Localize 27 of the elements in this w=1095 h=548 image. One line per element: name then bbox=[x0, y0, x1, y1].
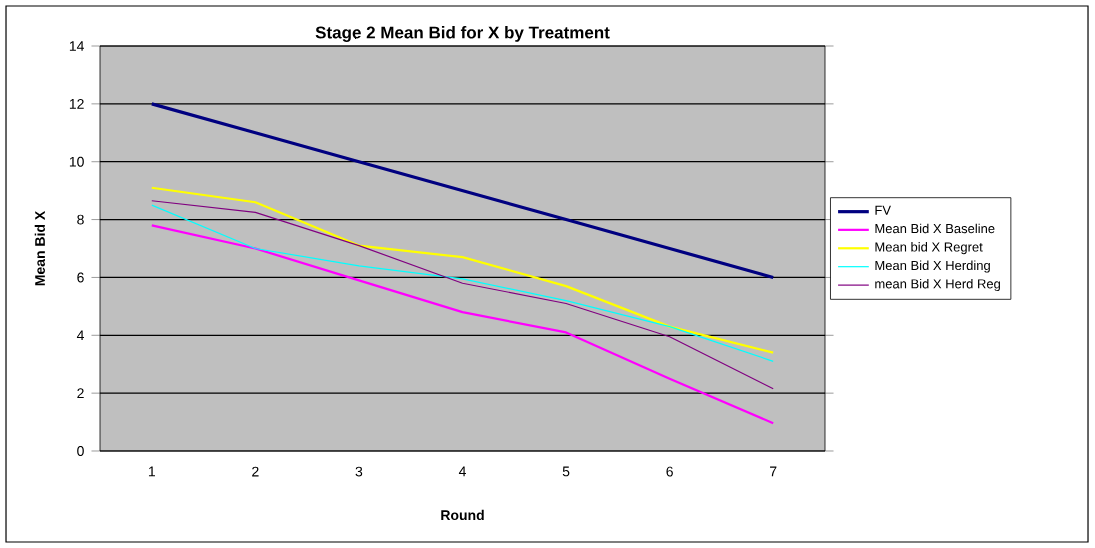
line-series bbox=[151, 200, 774, 390]
y-tick-label: 8 bbox=[77, 214, 84, 225]
y-tick-label: 10 bbox=[69, 156, 84, 167]
x-tick-label: 4 bbox=[458, 466, 466, 477]
line-series bbox=[150, 224, 775, 425]
chart-title: Stage 2 Mean Bid for X by Treatment bbox=[315, 26, 610, 42]
legend-label: Mean bid X Regret bbox=[875, 242, 983, 255]
x-axis-title: Round bbox=[441, 509, 484, 521]
y-axis-title: Mean Bid X bbox=[34, 210, 45, 286]
legend-label: Mean Bid X Baseline bbox=[875, 223, 995, 234]
y-tick-label: 2 bbox=[77, 388, 84, 399]
x-tick-label: 7 bbox=[770, 466, 777, 477]
y-tick-label: 14 bbox=[69, 41, 84, 51]
y-tick-label: 12 bbox=[69, 98, 84, 109]
legend-label: FV bbox=[875, 205, 891, 215]
y-tick-label: 4 bbox=[76, 330, 84, 341]
legend-label: Mean Bid X Herding bbox=[875, 260, 990, 273]
legend-label: mean Bid X Herd Reg bbox=[875, 278, 1000, 292]
x-tick-label: 2 bbox=[252, 466, 259, 477]
x-tick-label: 3 bbox=[355, 466, 363, 477]
x-tick-label: 6 bbox=[666, 466, 673, 477]
x-tick-label: 5 bbox=[562, 466, 570, 477]
x-tick-label: 1 bbox=[148, 466, 155, 477]
line-series bbox=[151, 204, 774, 362]
line-series bbox=[150, 186, 775, 354]
y-tick-label: 0 bbox=[77, 446, 84, 456]
y-tick-label: 6 bbox=[77, 272, 84, 283]
